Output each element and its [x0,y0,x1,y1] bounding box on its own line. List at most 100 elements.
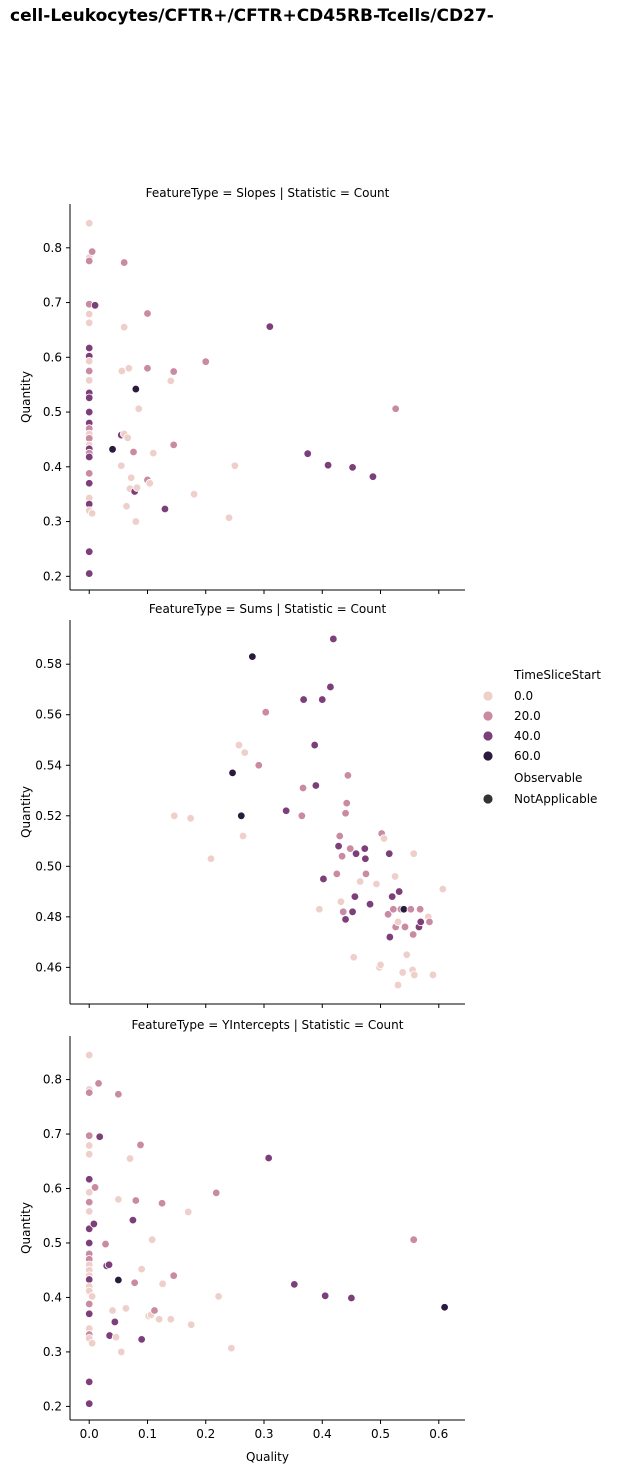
data-point [334,841,343,851]
legend-label: 0.0 [514,689,533,703]
data-point [361,869,371,879]
data-point [132,483,142,492]
x-tick-label: 0.4 [313,1427,332,1441]
data-point [355,877,365,886]
data-point [166,376,175,386]
data-point [408,930,418,939]
data-point [87,1292,97,1301]
data-point [265,322,275,331]
data-point [85,1238,94,1248]
data-point [114,1090,123,1099]
data-point [85,1188,94,1197]
data-point [425,917,434,927]
data-point [85,407,94,417]
data-point [254,761,263,770]
data-point [335,831,344,841]
data-point [169,367,178,376]
legend-marker [482,690,494,702]
data-point [137,1264,146,1274]
data-point [150,1306,159,1315]
y-tick-label: 0.50 [35,859,62,873]
y-tick-label: 0.5 [43,405,62,419]
data-point [101,1239,110,1249]
data-point [240,748,249,757]
data-point [186,1320,196,1329]
data-point [111,1333,121,1342]
data-point [166,1315,175,1324]
data-point [85,356,94,366]
data-point [143,309,152,318]
y-tick-label: 0.52 [35,809,62,823]
data-point [394,887,404,896]
data-point [303,449,312,458]
y-tick-label: 0.2 [43,569,62,583]
legend: TimeSliceStart 0.0 20.0 40.0 60.0 Observabl… [482,668,601,806]
data-point [170,811,179,820]
data-point [129,447,138,457]
data-points [85,1050,449,1408]
legend-marker [482,730,494,742]
y-tick-label: 0.7 [43,296,62,310]
data-point [402,950,411,959]
data-point [350,892,360,901]
data-point [400,922,410,932]
data-point [85,1309,94,1318]
data-point [137,1335,146,1344]
data-point [85,547,94,556]
legend-style-title: Observable [514,771,582,785]
data-point [136,1140,145,1150]
data-point [131,1196,141,1205]
data-point [347,1293,356,1303]
x-tick-label: 0.1 [138,1427,157,1441]
data-point [104,1260,114,1269]
data-point [158,1279,167,1289]
data-point [160,504,170,514]
data-point [154,1315,164,1324]
x-tick-label: 0.0 [80,1427,99,1441]
y-tick-label: 0.8 [43,241,62,255]
data-point [108,1306,117,1315]
data-point [406,905,416,914]
data-point [361,854,370,863]
data-point [393,980,403,990]
legend-label: 60.0 [514,749,541,763]
data-point [310,740,319,750]
data-point [157,1199,167,1208]
y-tick-label: 0.4 [43,1290,62,1304]
data-point [169,440,178,450]
y-tick-label: 0.7 [43,1127,62,1141]
data-point [128,1215,138,1225]
data-point [85,366,94,376]
x-tick-label: 0.5 [371,1427,390,1441]
data-point [124,364,134,373]
data-point [298,783,308,793]
y-tick-label: 0.54 [35,758,62,772]
y-tick-label: 0.6 [43,350,62,364]
data-point [348,907,357,916]
data-point [379,834,389,843]
y-axis-label: Quantity [19,1202,33,1254]
data-point [85,1377,94,1387]
data-point [440,1303,449,1312]
data-point [125,1154,135,1163]
data-point [348,463,357,472]
data-point [85,569,94,578]
data-point [264,1153,273,1163]
data-point [391,404,400,413]
data-point [119,258,129,267]
data-point [169,1271,178,1280]
data-point [87,509,97,518]
y-tick-label: 0.3 [43,1345,62,1359]
data-point [390,872,400,881]
data-point [85,318,94,328]
data-point [184,1207,193,1217]
data-point [85,1131,94,1140]
data-point [186,814,195,823]
data-point [234,740,244,750]
x-tick-label: 0.3 [254,1427,273,1441]
data-point [228,768,237,778]
data-point [121,1304,131,1313]
data-point [398,968,407,977]
data-point [349,953,358,962]
data-point [343,771,353,780]
